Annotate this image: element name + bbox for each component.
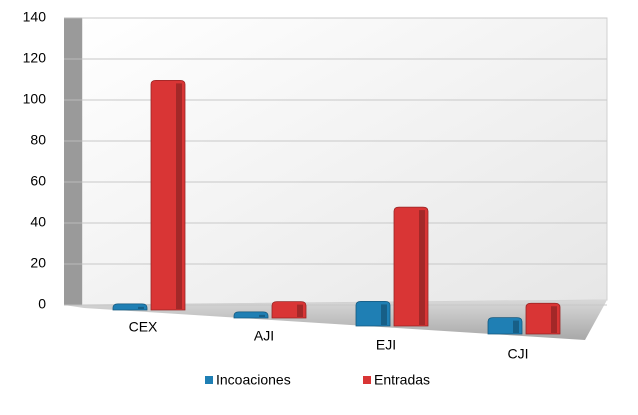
bar-shade <box>259 314 265 317</box>
bar-shade <box>513 320 519 333</box>
side-wall <box>64 18 82 305</box>
floor <box>64 300 607 340</box>
bar-shade <box>138 306 144 309</box>
bar-shade <box>419 210 425 325</box>
x-tick-label: CJI <box>508 346 529 362</box>
x-tick-label: AJI <box>254 328 274 344</box>
y-tick-label: 60 <box>30 173 46 189</box>
legend-label: Incoaciones <box>216 372 291 388</box>
bar-shade <box>176 83 182 310</box>
x-tick-label: CEX <box>129 319 158 335</box>
y-tick-label: 100 <box>23 91 47 107</box>
bar-shade <box>297 304 303 317</box>
bar-shade <box>381 304 387 325</box>
x-tick-label: EJI <box>376 337 396 353</box>
bars <box>112 80 561 335</box>
y-tick-label: 120 <box>23 50 47 66</box>
y-tick-label: 80 <box>30 132 46 148</box>
labels: 0 20 40 60 80 100 120 140 CEX AJI EJI CJI Incoacione… <box>23 9 529 388</box>
legend-marker <box>205 376 213 384</box>
y-tick-label: 0 <box>38 296 46 312</box>
y-tick-label: 20 <box>30 255 46 271</box>
y-tick-label: 140 <box>23 9 47 25</box>
bar-shade <box>551 306 557 333</box>
legend-label: Entradas <box>374 372 430 388</box>
legend-marker <box>363 376 371 384</box>
y-tick-label: 40 <box>30 214 46 230</box>
